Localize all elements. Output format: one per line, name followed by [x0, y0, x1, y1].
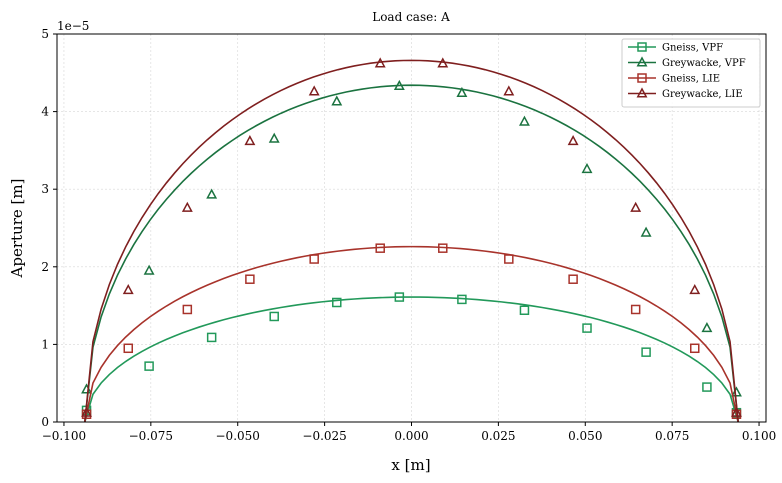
data-point	[702, 382, 712, 392]
data-point	[568, 274, 578, 284]
x-tick-label: 0.100	[742, 429, 776, 443]
data-point	[143, 264, 155, 275]
data-point	[245, 274, 255, 284]
data-point	[630, 304, 641, 315]
x-tick-label: 0.075	[655, 429, 689, 443]
legend-marker	[636, 87, 648, 98]
y-tick-label: 4	[41, 105, 49, 119]
data-point	[81, 406, 92, 417]
data-point	[567, 135, 579, 146]
x-tick-label: −0.025	[302, 429, 346, 443]
data-point	[394, 292, 405, 302]
series-line	[84, 84, 739, 423]
data-point	[269, 311, 279, 322]
y-axis-ticks: 0 1 2 3 4 5	[41, 27, 57, 429]
chart-title: Load case: A	[372, 10, 450, 24]
y-offset-label: 1e−5	[57, 19, 89, 33]
series-line	[84, 245, 739, 423]
data-point	[244, 135, 256, 146]
data-point	[503, 85, 515, 96]
data-point	[504, 254, 514, 264]
data-point	[581, 162, 593, 174]
x-axis-ticks: −0.100 −0.075 −0.050 −0.025 0.000 0.025 0.050 0…	[42, 422, 776, 443]
data-point	[393, 79, 405, 91]
data-point	[144, 361, 154, 371]
data-point	[122, 283, 134, 295]
x-tick-label: −0.100	[42, 429, 86, 443]
data-point	[630, 201, 642, 212]
data-point	[206, 188, 218, 199]
data-point	[689, 283, 701, 295]
data-point	[731, 406, 742, 417]
legend: Gneiss, VPF Greywacke, VPF Gneiss, LIE Grey…	[621, 38, 761, 108]
x-tick-label: 0.000	[394, 429, 428, 443]
series-3	[81, 57, 742, 423]
data-point	[456, 86, 468, 98]
data-point	[375, 243, 385, 253]
data-point	[641, 347, 651, 357]
data-point	[182, 304, 193, 315]
legend-label: Greywacke, VPF	[662, 58, 746, 69]
data-point	[438, 243, 448, 253]
x-axis-label: x [m]	[391, 456, 430, 474]
legend-box	[621, 38, 761, 108]
x-tick-label: 0.050	[568, 429, 602, 443]
y-tick-label: 1	[41, 337, 49, 351]
data-point	[331, 95, 343, 106]
data-point	[519, 305, 530, 316]
series-layer	[81, 57, 742, 423]
data-point	[181, 201, 193, 212]
series-line	[84, 59, 739, 423]
data-point	[457, 294, 467, 305]
data-point	[518, 115, 530, 126]
data-point	[308, 85, 320, 96]
data-point	[332, 297, 342, 308]
legend-label: Gneiss, VPF	[662, 43, 723, 54]
data-point	[268, 132, 280, 143]
data-point	[701, 322, 713, 333]
data-point	[582, 323, 592, 333]
legend-label: Greywacke, LIE	[662, 89, 743, 100]
legend-marker	[637, 42, 647, 52]
series-line	[84, 296, 739, 423]
data-point	[374, 57, 386, 68]
data-point	[437, 57, 449, 68]
x-tick-label: 0.025	[481, 429, 515, 443]
y-tick-label: 0	[41, 415, 49, 429]
data-point	[640, 226, 652, 237]
x-tick-label: −0.075	[129, 429, 173, 443]
y-axis-label: Aperture [m]	[8, 179, 26, 279]
data-point	[731, 386, 742, 397]
x-tick-label: −0.050	[216, 429, 260, 443]
y-tick-label: 5	[41, 27, 49, 41]
data-point	[206, 332, 217, 343]
data-point	[123, 343, 133, 354]
data-point	[309, 254, 319, 264]
legend-marker	[637, 73, 647, 83]
legend-label: Gneiss, LIE	[662, 74, 720, 85]
y-tick-label: 2	[41, 260, 49, 274]
data-point	[690, 343, 700, 354]
legend-marker	[636, 56, 648, 67]
y-tick-label: 3	[41, 182, 49, 196]
